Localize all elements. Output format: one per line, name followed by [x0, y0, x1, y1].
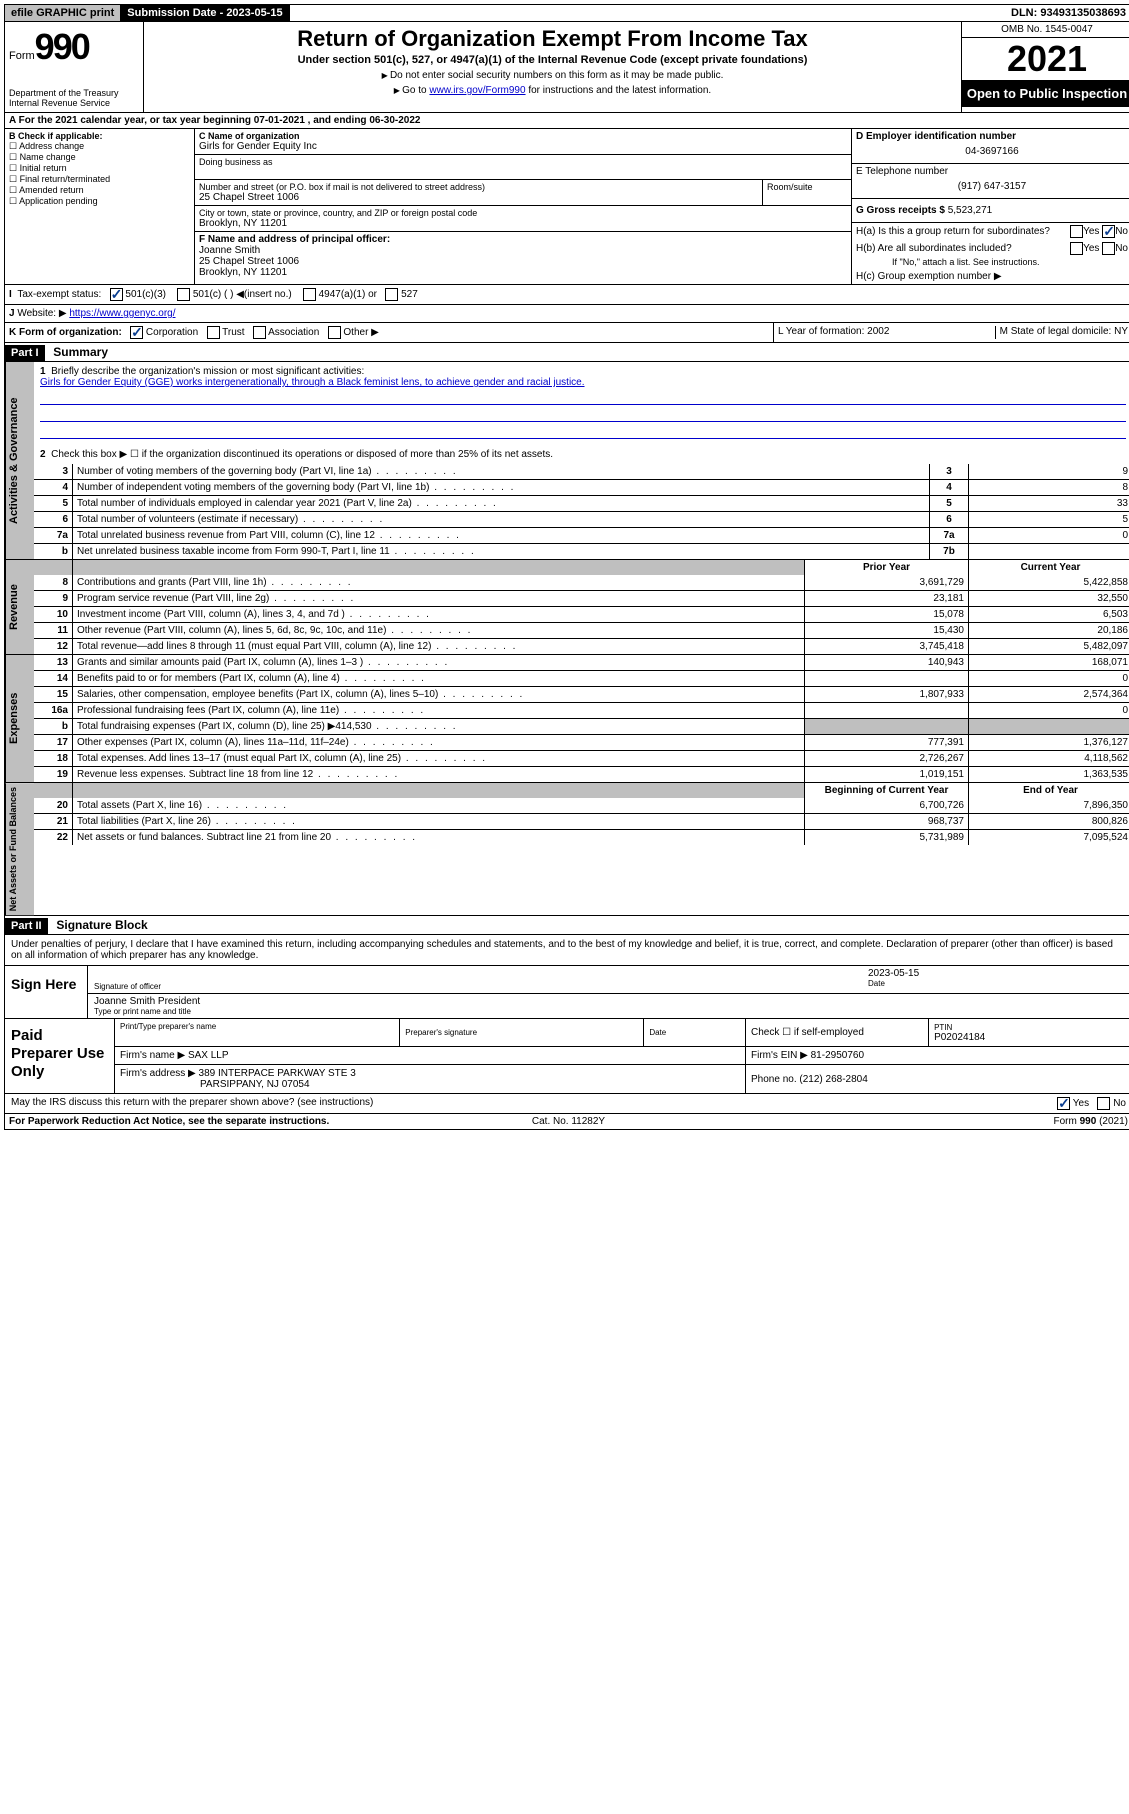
state-domicile: M State of legal domicile: NY [996, 326, 1128, 339]
revenue-table: Prior Year Current Year 8Contributions a… [34, 560, 1129, 654]
officer-name-title: Joanne Smith President [94, 996, 1126, 1007]
table-row: 11Other revenue (Part VIII, column (A), … [34, 623, 1129, 639]
table-row: 12Total revenue—add lines 8 through 11 (… [34, 639, 1129, 655]
omb-number: OMB No. 1545-0047 [962, 22, 1129, 38]
row-a-period: A For the 2021 calendar year, or tax yea… [4, 113, 1129, 129]
ptin: P02024184 [934, 1032, 1127, 1043]
table-row: 15Salaries, other compensation, employee… [34, 687, 1129, 703]
row-i: I Tax-exempt status: 501(c)(3) 501(c) ( … [4, 285, 1129, 305]
table-row: 6Total number of volunteers (estimate if… [34, 512, 1129, 528]
firm-ein: 81-2950760 [811, 1050, 864, 1061]
telephone: (917) 647-3157 [856, 177, 1128, 196]
table-row: 14Benefits paid to or for members (Part … [34, 671, 1129, 687]
form-word: Form [9, 50, 35, 62]
form-header: Form990 Department of the Treasury Inter… [4, 22, 1129, 113]
firm-addr1: 389 INTERPACE PARKWAY STE 3 [199, 1068, 356, 1079]
net-assets-table: Beginning of Current Year End of Year 20… [34, 783, 1129, 845]
table-row: 21Total liabilities (Part X, line 26)968… [34, 814, 1129, 830]
row-k: K Form of organization: Corporation Trus… [4, 323, 1129, 343]
table-row: 18Total expenses. Add lines 13–17 (must … [34, 751, 1129, 767]
preparer-table: Print/Type preparer's name Preparer's si… [115, 1019, 1129, 1093]
year-formation: L Year of formation: 2002 [778, 326, 996, 339]
chk-initial[interactable]: ☐ Initial return [9, 163, 190, 174]
table-row: 5Total number of individuals employed in… [34, 496, 1129, 512]
submission-date: Submission Date - 2023-05-15 [121, 5, 289, 21]
department: Department of the Treasury Internal Reve… [9, 88, 139, 108]
irs-link[interactable]: www.irs.gov/Form990 [429, 85, 525, 96]
officer-name: Joanne Smith [199, 245, 847, 256]
city-state-zip: Brooklyn, NY 11201 [199, 218, 847, 229]
may-irs-yes-no[interactable]: Yes No [1057, 1097, 1126, 1110]
efile-label: efile GRAPHIC print [5, 5, 121, 21]
table-row: 19Revenue less expenses. Subtract line 1… [34, 767, 1129, 783]
hb-yes-no[interactable]: Yes No [1070, 242, 1128, 255]
table-row: bTotal fundraising expenses (Part IX, co… [34, 719, 1129, 735]
section-expenses: Expenses 13Grants and similar amounts pa… [4, 655, 1129, 783]
chk-amended[interactable]: ☐ Amended return [9, 185, 190, 196]
table-row: 9Program service revenue (Part VIII, lin… [34, 591, 1129, 607]
chk-final[interactable]: ☐ Final return/terminated [9, 174, 190, 185]
top-bar: efile GRAPHIC print Submission Date - 20… [4, 4, 1129, 22]
row-j: J Website: ▶ https://www.ggenyc.org/ [4, 305, 1129, 323]
table-row: 7aTotal unrelated business revenue from … [34, 528, 1129, 544]
part2-header-row: Part II Signature Block [4, 916, 1129, 935]
table-row: 13Grants and similar amounts paid (Part … [34, 655, 1129, 671]
tax-year: 2021 [962, 38, 1129, 81]
form-number: 990 [35, 26, 89, 67]
mission-text: Girls for Gender Equity (GGE) works inte… [40, 377, 1126, 388]
table-row: 3Number of voting members of the governi… [34, 464, 1129, 480]
firm-addr2: PARSIPPANY, NJ 07054 [120, 1079, 740, 1090]
gross-receipts: 5,523,271 [948, 205, 993, 216]
main-title: Return of Organization Exempt From Incom… [152, 26, 953, 52]
table-row: 16aProfessional fundraising fees (Part I… [34, 703, 1129, 719]
note-goto: Go to www.irs.gov/Form990 for instructio… [152, 85, 953, 96]
dln: DLN: 93493135038693 [1005, 5, 1129, 21]
col-c: C Name of organization Girls for Gender … [195, 129, 852, 284]
org-name: Girls for Gender Equity Inc [199, 141, 847, 152]
chk-pending[interactable]: ☐ Application pending [9, 196, 190, 207]
open-public-badge: Open to Public Inspection [962, 81, 1129, 107]
info-grid: B Check if applicable: ☐ Address change … [4, 129, 1129, 285]
col-d: D Employer identification number 04-3697… [852, 129, 1129, 284]
firm-name: SAX LLP [188, 1050, 229, 1061]
governance-table: 3Number of voting members of the governi… [34, 464, 1129, 559]
section-revenue: Revenue Prior Year Current Year 8Contrib… [4, 560, 1129, 655]
part1-header-row: Part I Summary [4, 343, 1129, 362]
section-net-assets: Net Assets or Fund Balances Beginning of… [4, 783, 1129, 916]
col-b: B Check if applicable: ☐ Address change … [5, 129, 195, 284]
section-governance: Activities & Governance 1 Briefly descri… [4, 362, 1129, 560]
table-row: 8Contributions and grants (Part VIII, li… [34, 575, 1129, 591]
sig-date: 2023-05-15 [868, 968, 1126, 979]
table-row: 10Investment income (Part VIII, column (… [34, 607, 1129, 623]
chk-address[interactable]: ☐ Address change [9, 141, 190, 152]
chk-name[interactable]: ☐ Name change [9, 152, 190, 163]
subtitle: Under section 501(c), 527, or 4947(a)(1)… [152, 54, 953, 66]
chk-501c3[interactable] [110, 288, 123, 301]
chk-corporation[interactable] [130, 326, 143, 339]
signature-block: Under penalties of perjury, I declare th… [4, 935, 1129, 1114]
table-row: 22Net assets or fund balances. Subtract … [34, 830, 1129, 846]
firm-phone: (212) 268-2804 [799, 1074, 867, 1085]
table-row: 20Total assets (Part X, line 16)6,700,72… [34, 798, 1129, 814]
website-link[interactable]: https://www.ggenyc.org/ [69, 308, 175, 319]
table-row: 4Number of independent voting members of… [34, 480, 1129, 496]
footer: For Paperwork Reduction Act Notice, see … [4, 1114, 1129, 1130]
table-row: 17Other expenses (Part IX, column (A), l… [34, 735, 1129, 751]
ha-yes-no[interactable]: Yes No [1070, 225, 1128, 238]
street-address: 25 Chapel Street 1006 [199, 192, 758, 203]
table-row: bNet unrelated business taxable income f… [34, 544, 1129, 560]
note-ssn: Do not enter social security numbers on … [152, 70, 953, 81]
ein: 04-3697166 [856, 142, 1128, 161]
expenses-table: 13Grants and similar amounts paid (Part … [34, 655, 1129, 782]
